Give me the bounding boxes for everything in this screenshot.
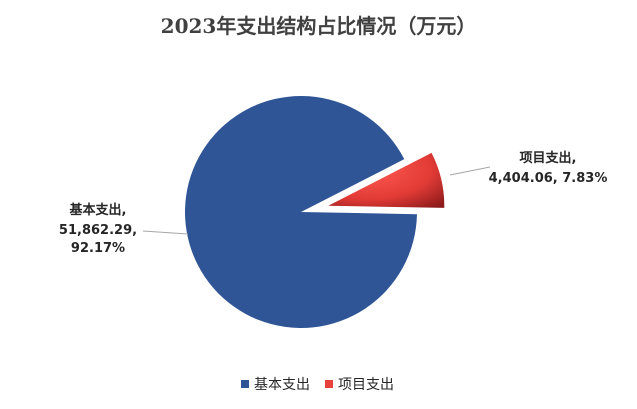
leader-line-project — [449, 166, 491, 176]
data-label-project-name: 项目支出, — [520, 150, 577, 166]
chart-title: 2023年支出结构占比情况（万元） — [160, 14, 477, 38]
legend-label-basic: 基本支出 — [254, 376, 310, 393]
pie-slice-project — [328, 152, 445, 208]
data-label-basic-percent: 92.17% — [71, 241, 125, 256]
leader-line-basic — [142, 230, 189, 235]
legend-swatch-basic — [241, 380, 249, 388]
legend-label-project: 项目支出 — [338, 377, 394, 393]
pie-slice-basic — [185, 96, 417, 329]
data-label-basic-value: 51,862.29, — [59, 223, 137, 238]
data-label-project-value: 4,404.06, 7.83% — [489, 171, 608, 186]
data-label-basic-name: 基本支出, — [69, 202, 127, 218]
legend-swatch-project — [325, 380, 333, 388]
